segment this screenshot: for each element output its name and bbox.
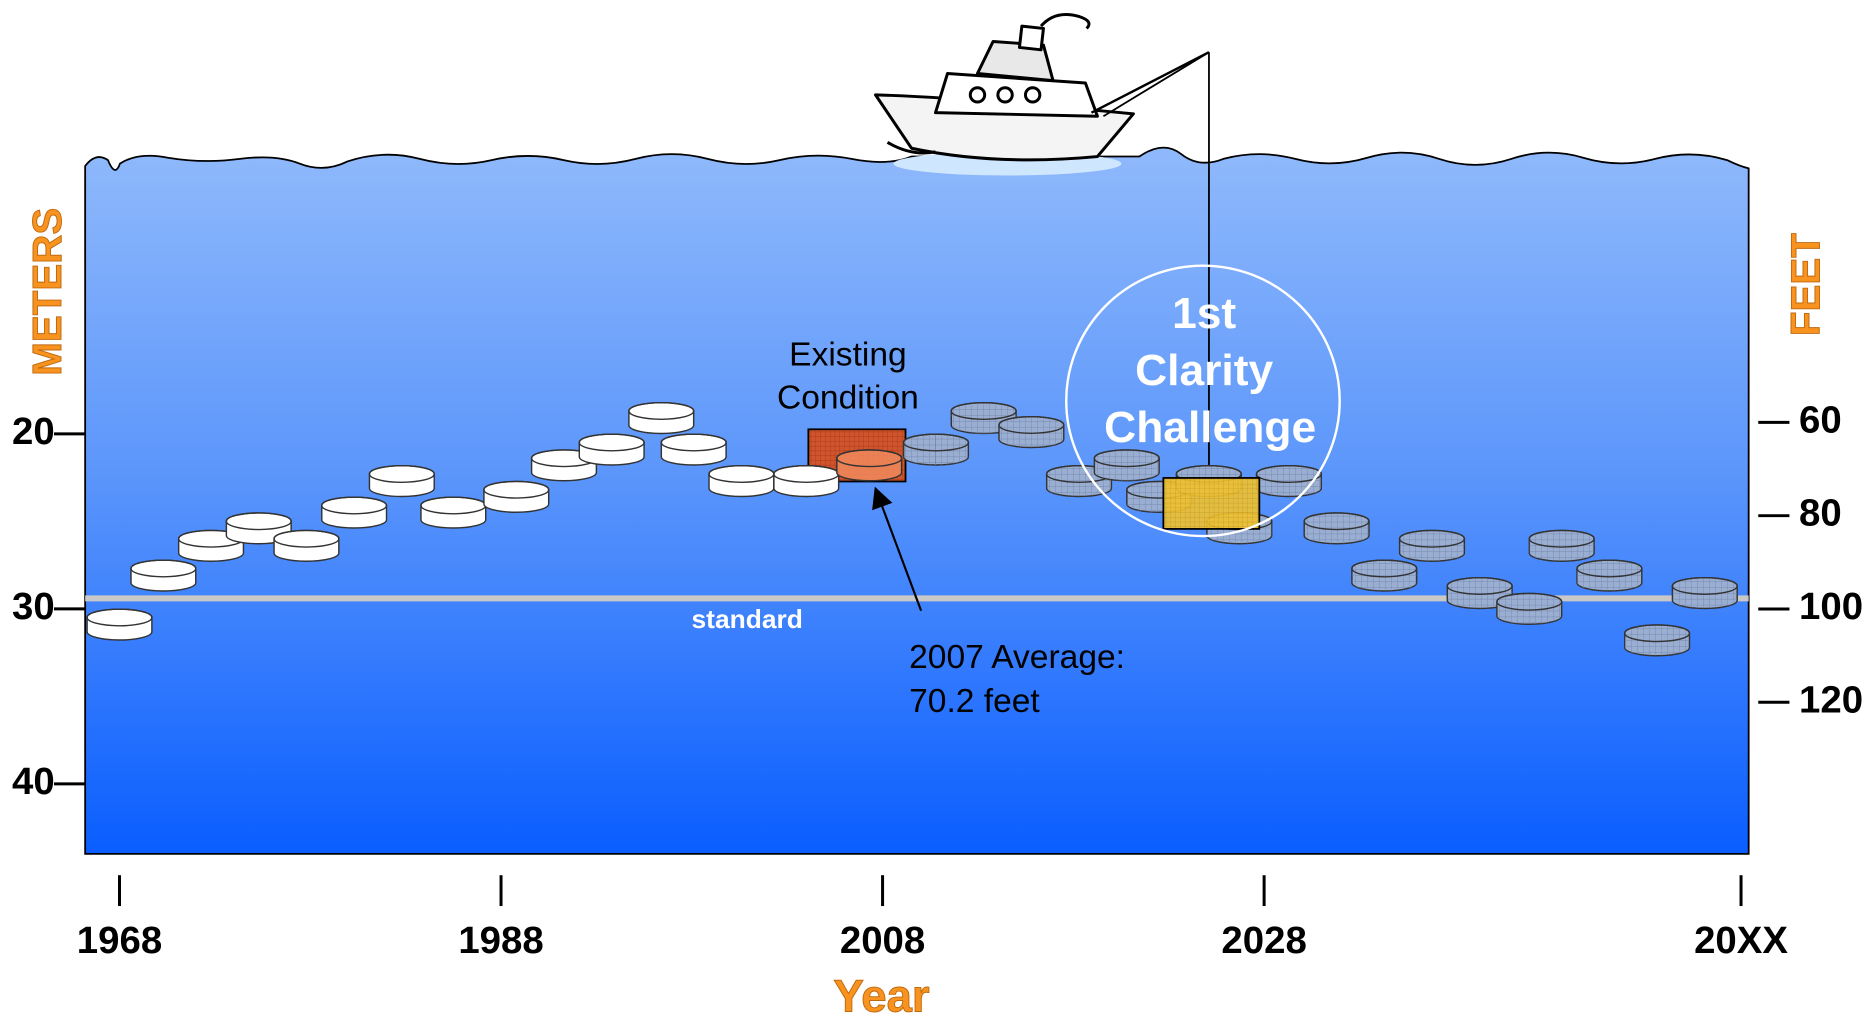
disc-top — [660, 433, 727, 452]
secchi-disc — [836, 449, 903, 482]
challenge-circle — [1065, 264, 1341, 538]
disc-top — [483, 480, 550, 499]
y2-tick-label: 60 — [1799, 399, 1842, 442]
disc-mesh — [1577, 560, 1642, 592]
y2-tick-label: 120 — [1799, 678, 1863, 721]
secchi-disc — [660, 433, 727, 466]
disc-top — [1623, 624, 1691, 643]
disc-top — [1446, 576, 1513, 595]
disc-mesh — [998, 416, 1064, 448]
y2-axis-title: FEET — [1782, 233, 1828, 336]
disc-top — [902, 433, 970, 452]
x-tick-label: 1988 — [458, 919, 543, 962]
annotation: Challenge — [1104, 403, 1316, 452]
annotation-arrow — [872, 486, 923, 612]
secchi-disc — [368, 464, 435, 498]
boat — [874, 13, 1210, 477]
disc-top — [86, 608, 153, 627]
x-tick-label: 1968 — [77, 919, 162, 962]
disc-top — [1671, 576, 1738, 595]
disc-top — [1093, 449, 1160, 468]
annotation: Condition — [777, 380, 919, 417]
y-tick-label: 30 — [12, 585, 55, 628]
disc-top — [321, 496, 388, 515]
disc-top — [1398, 529, 1466, 548]
x-tick-label: 2008 — [840, 919, 925, 962]
annotation: 70.2 feet — [909, 683, 1040, 720]
x-axis-title: Year — [833, 971, 929, 1022]
disc-mesh — [1351, 560, 1417, 592]
standard-label: standard — [692, 604, 803, 634]
disc-top — [1351, 559, 1418, 578]
secchi-disc — [321, 496, 388, 529]
disc-top — [628, 401, 695, 420]
water — [84, 146, 1750, 855]
secchi-disc — [708, 464, 775, 498]
disc-top — [998, 415, 1065, 434]
secchi-disc — [628, 401, 695, 435]
disc-top — [1303, 512, 1370, 531]
secchi-disc — [130, 559, 197, 592]
secchi-disc — [86, 608, 153, 641]
secchi-disc — [420, 496, 487, 529]
disc-mesh — [1399, 530, 1465, 562]
y-tick-label: 20 — [12, 410, 55, 453]
disc-top — [130, 559, 197, 578]
annotation: Clarity — [1135, 346, 1274, 395]
secchi-disc — [578, 433, 645, 466]
disc-mesh — [1094, 449, 1160, 481]
disc-mesh — [1496, 593, 1562, 625]
disc-top — [950, 401, 1017, 420]
disc-mesh — [1256, 465, 1322, 497]
disc-top — [1255, 464, 1323, 483]
challenge-box — [1162, 477, 1261, 530]
secchi-disc — [273, 529, 340, 562]
y-axis-title: METERS — [24, 208, 70, 376]
y-tick-label: 40 — [12, 760, 55, 803]
disc-top — [273, 529, 340, 548]
disc-top — [578, 433, 645, 452]
x-tick-label: 20XX — [1694, 919, 1788, 962]
disc-mesh — [1447, 577, 1513, 609]
secchi-disc — [483, 480, 550, 513]
annotation: 1st — [1172, 289, 1236, 338]
disc-top — [225, 512, 292, 531]
annotation: 2007 Average: — [909, 639, 1125, 676]
disc-mesh — [1529, 530, 1595, 562]
x-tick-label: 2028 — [1221, 919, 1306, 962]
secchi-disc — [773, 464, 840, 498]
disc-mesh — [903, 434, 969, 466]
annotation: Existing — [789, 337, 907, 374]
disc-top — [1576, 559, 1643, 578]
disc-top — [368, 464, 435, 483]
disc-mesh — [1672, 577, 1738, 609]
y2-tick-label: 100 — [1799, 585, 1863, 628]
disc-top — [1528, 529, 1595, 548]
disc-top — [1496, 592, 1563, 611]
disc-mesh — [1304, 512, 1369, 544]
y2-tick-label: 80 — [1799, 492, 1842, 535]
disc-top — [836, 449, 903, 468]
disc-mesh — [1624, 624, 1690, 656]
